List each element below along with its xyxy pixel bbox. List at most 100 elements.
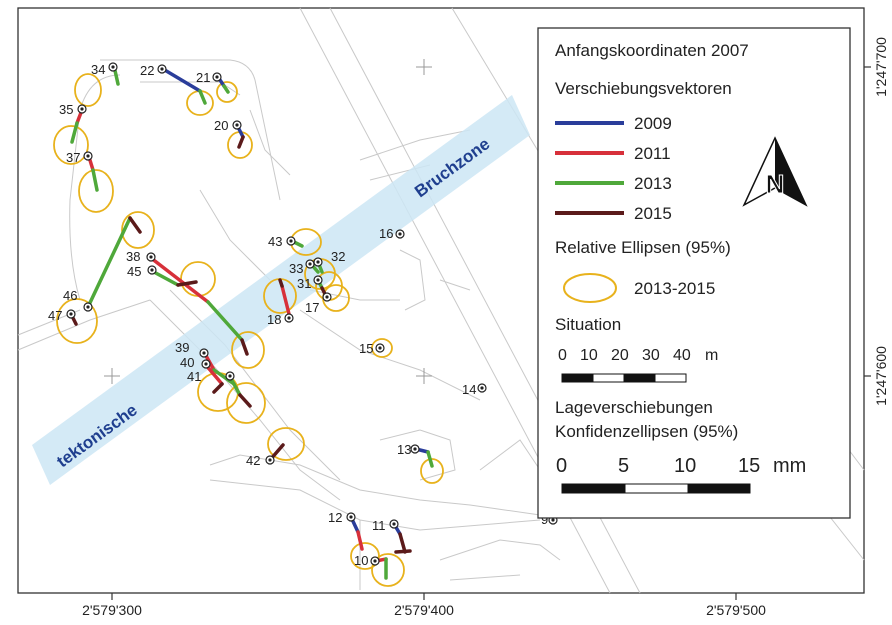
survey-point-center <box>150 268 154 272</box>
survey-point-center <box>228 374 232 378</box>
point-label: 35 <box>59 102 73 117</box>
vector-13-2013 <box>426 450 434 468</box>
vector-22-2013 <box>198 89 207 105</box>
legend-year-2013: 2013 <box>634 174 672 193</box>
point-label: 9 <box>541 512 548 527</box>
survey-point-center <box>268 458 272 462</box>
point-label: 34 <box>91 62 105 77</box>
ellipse-15 <box>371 338 393 358</box>
legend-box <box>537 27 851 519</box>
survey-point-center <box>215 75 219 79</box>
survey-point-center <box>289 239 293 243</box>
legend-year-2011: 2011 <box>634 144 671 163</box>
north-arrow-icon: N <box>742 136 808 207</box>
point-label: 17 <box>305 300 319 315</box>
vector-45-2015 <box>176 280 198 287</box>
survey-point-center <box>308 262 312 266</box>
point-label: 32 <box>331 249 345 264</box>
point-label: 15 <box>359 341 373 356</box>
point-label: 39 <box>175 340 189 355</box>
point-label: 41 <box>187 369 201 384</box>
survey-point-center <box>111 65 115 69</box>
point-label: 33 <box>289 261 303 276</box>
ellipse-47 <box>56 298 98 344</box>
point-label: 16 <box>379 226 393 241</box>
point-label: 38 <box>126 249 140 264</box>
vector-38-2013 <box>206 300 244 342</box>
point-label: 47 <box>48 308 62 323</box>
survey-point-center <box>480 386 484 390</box>
vector-11-2015b <box>394 549 412 554</box>
legend-lage-heading-2: Konfidenzellipsen (95%) <box>555 422 738 441</box>
vector-40-2015 <box>212 382 224 394</box>
ellipse-21 <box>216 81 238 103</box>
survey-point-center <box>316 278 320 282</box>
vector-35-2013 <box>70 121 79 144</box>
survey-point-center <box>392 522 396 526</box>
point-label: 13 <box>397 442 411 457</box>
legend-title: Anfangskoordinaten 2007 <box>555 41 749 60</box>
situation-scale-bar <box>561 373 687 383</box>
legend-ellipse-label: 2013-2015 <box>634 279 715 298</box>
survey-point-center <box>204 362 208 366</box>
survey-point-center <box>325 295 329 299</box>
point-label: 12 <box>328 510 342 525</box>
lage-scale-label: 15 <box>738 455 760 477</box>
ellipse-37 <box>78 169 114 213</box>
vector-37-2013 <box>91 168 99 192</box>
survey-point-center <box>235 123 239 127</box>
ellipse-10 <box>371 553 405 587</box>
point-label: 22 <box>140 63 154 78</box>
grid-crosses <box>104 59 432 384</box>
lage-scale-bar <box>561 483 751 494</box>
vector-11-2015 <box>398 532 407 554</box>
x-tick-label: 2'579'400 <box>394 602 454 618</box>
survey-point-center <box>287 316 291 320</box>
vector-45-2013 <box>150 269 180 287</box>
vector-18-2011 <box>280 284 292 320</box>
point-label: 42 <box>246 453 260 468</box>
ellipse-34 <box>74 73 102 107</box>
legend-year-2009: 2009 <box>634 114 672 133</box>
point-label: 14 <box>462 382 476 397</box>
vector-41-2015 <box>238 393 252 408</box>
point-label: 21 <box>196 70 210 85</box>
legend-lage-heading-1: Lageverschiebungen <box>555 398 713 417</box>
legend-situation-heading: Situation <box>555 315 621 334</box>
point-labels: 34 22 21 35 20 37 16 43 32 38 33 45 31 4… <box>48 62 548 568</box>
ellipse-41 <box>226 382 266 424</box>
point-label: 43 <box>268 234 282 249</box>
situation-scale-label: 40 <box>673 347 691 364</box>
x-tick-label: 2'579'500 <box>706 602 766 618</box>
ellipse-35 <box>53 125 89 165</box>
situation-scale-label: m <box>705 347 718 364</box>
ellipse-42 <box>267 427 305 461</box>
y-tick-label: 1'247'600 <box>873 346 889 406</box>
legend-ellipse-symbol <box>563 273 617 303</box>
vector-22-2009 <box>161 67 202 93</box>
survey-point-center <box>149 255 153 259</box>
survey-point-center <box>378 346 382 350</box>
ellipse-13 <box>420 458 444 484</box>
survey-point-center <box>398 232 402 236</box>
point-label: 20 <box>214 118 228 133</box>
point-label: 46 <box>63 288 77 303</box>
lage-scale-label: mm <box>773 455 806 477</box>
situation-scale-label: 30 <box>642 347 660 364</box>
legend-year-2015: 2015 <box>634 204 672 223</box>
vector-46-2013 <box>86 216 132 309</box>
svg-text:N: N <box>766 169 785 199</box>
survey-point-center <box>316 260 320 264</box>
vector-21-2013 <box>222 84 230 94</box>
survey-point-center <box>349 515 353 519</box>
survey-point-center <box>80 107 84 111</box>
vector-38-2011 <box>149 256 210 304</box>
survey-point-center <box>413 447 417 451</box>
x-tick-label: 2'579'300 <box>82 602 142 618</box>
lage-scale-label: 5 <box>618 455 629 477</box>
point-label: 40 <box>180 355 194 370</box>
point-label: 37 <box>66 150 80 165</box>
vector-38-2015 <box>240 338 249 356</box>
